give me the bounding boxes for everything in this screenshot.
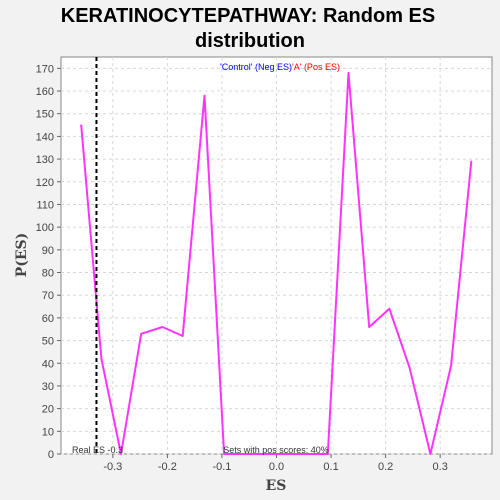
data-point <box>450 365 452 367</box>
y-tick-label: 50 <box>42 336 54 348</box>
y-tick-label: 40 <box>42 358 54 370</box>
x-tick-label: -0.2 <box>158 461 177 473</box>
y-tick-label: 70 <box>42 290 54 302</box>
data-point <box>80 124 82 126</box>
data-point <box>204 95 206 97</box>
data-point <box>409 367 411 369</box>
real-es-annotation: Real ES -0.3 <box>72 445 123 455</box>
data-point <box>430 453 432 455</box>
y-tick-label: 120 <box>36 177 54 189</box>
y-tick-label: 170 <box>36 63 54 75</box>
x-axis-title: ES <box>266 478 287 494</box>
y-tick-label: 0 <box>48 449 54 461</box>
data-point <box>140 333 142 335</box>
data-point <box>101 358 103 360</box>
y-tick-label: 110 <box>36 199 54 211</box>
y-tick-label: 90 <box>42 245 54 257</box>
x-tick-label: 0.1 <box>323 461 338 473</box>
pos-scores-annotation: Sets with pos scores: 40% <box>223 445 329 455</box>
data-point <box>389 308 391 310</box>
x-tick-label: 0.3 <box>433 461 448 473</box>
data-point <box>162 326 164 328</box>
legend-neg-label: 'Control' (Neg ES) <box>220 62 292 72</box>
y-tick-label: 100 <box>36 222 54 234</box>
data-point <box>368 326 370 328</box>
y-tick-label: 130 <box>36 154 54 166</box>
data-point <box>182 335 184 337</box>
y-axis-title: P(ES) <box>14 233 30 278</box>
x-tick-label: -0.1 <box>212 461 231 473</box>
x-tick-label: 0.2 <box>378 461 393 473</box>
x-tick-label: -0.3 <box>103 461 122 473</box>
y-tick-label: 60 <box>42 313 54 325</box>
data-point <box>348 72 350 74</box>
y-tick-label: 150 <box>36 109 54 121</box>
chart-title-line2: distribution <box>195 30 305 52</box>
y-tick-label: 10 <box>42 426 54 438</box>
data-point <box>470 161 472 163</box>
legend-pos-label: 'A' (Pos ES) <box>292 62 340 72</box>
x-tick-label: 0.0 <box>269 461 284 473</box>
y-tick-label: 30 <box>42 381 54 393</box>
y-tick-label: 20 <box>42 404 54 416</box>
y-tick-label: 80 <box>42 268 54 280</box>
chart-title-line1: KERATINOCYTEPATHWAY: Random ES <box>61 5 435 27</box>
y-tick-label: 160 <box>36 86 54 98</box>
y-tick-label: 140 <box>36 131 54 143</box>
